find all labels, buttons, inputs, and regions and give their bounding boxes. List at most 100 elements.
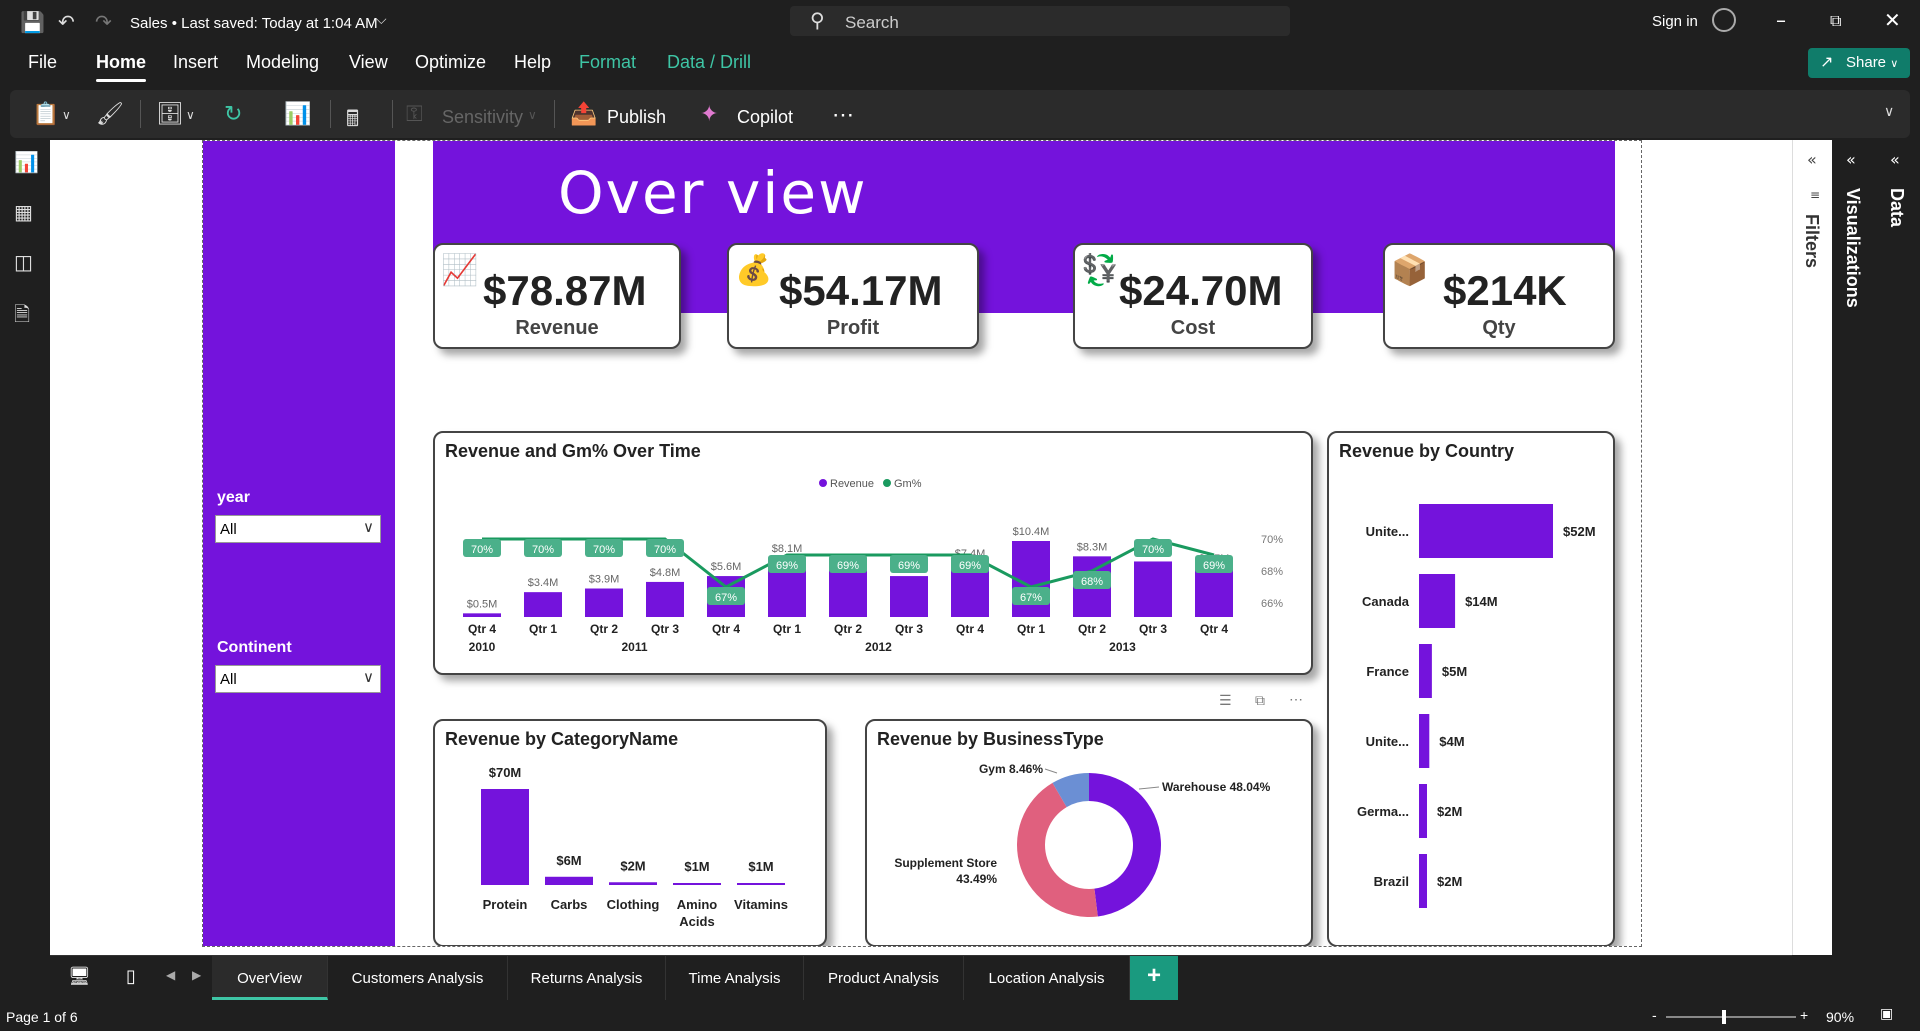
copilot-button[interactable]: Copilot bbox=[737, 107, 794, 127]
gm-data-label: 70% bbox=[1142, 544, 1164, 556]
zoom-out-button[interactable]: - bbox=[1652, 1007, 1657, 1023]
kpi-card-profit[interactable]: 💰 $54.17M Profit bbox=[727, 243, 979, 349]
mobile-layout-icon[interactable]: ▯ bbox=[126, 966, 136, 987]
redo-icon[interactable]: ↷ bbox=[95, 10, 112, 34]
gm-data-label: 69% bbox=[776, 560, 798, 572]
zoom-in-button[interactable]: + bbox=[1800, 1007, 1809, 1023]
format-painter-icon[interactable]: 🖌 bbox=[96, 102, 124, 127]
category-bar bbox=[609, 882, 657, 885]
x-tick-label: Amino bbox=[677, 897, 718, 912]
leader-line bbox=[1138, 786, 1160, 790]
filter-visual-icon[interactable]: ☰ bbox=[1219, 693, 1232, 709]
category-data-label: $2M bbox=[620, 858, 645, 873]
revenue-by-category-chart[interactable]: Revenue by CategoryName $70M Protein $6M Ca… bbox=[433, 719, 827, 946]
expand-filters-icon[interactable]: « bbox=[1807, 150, 1817, 169]
calculator-icon[interactable]: 🖩 bbox=[346, 107, 360, 132]
add-page-button[interactable]: + bbox=[1130, 956, 1178, 1000]
x-tick-label: Qtr 4 bbox=[956, 622, 984, 636]
revenue-gm-chart[interactable]: Revenue and Gm% Over Time Revenue Gm% $0.5… bbox=[433, 431, 1313, 675]
menu-optimize[interactable]: Optimize bbox=[415, 52, 487, 72]
file-title[interactable]: Sales • Last saved: Today at 1:04 AM bbox=[130, 15, 378, 32]
x-tick-label: Qtr 1 bbox=[529, 622, 557, 636]
search-box[interactable]: ⚲ Search bbox=[790, 6, 1290, 36]
close-icon[interactable]: ✕ bbox=[1884, 8, 1901, 32]
gm-data-label-bg bbox=[1012, 587, 1050, 605]
previous-page-icon[interactable]: ◀ bbox=[166, 968, 176, 982]
publish-button[interactable]: Publish bbox=[607, 107, 667, 127]
tab-time-analysis[interactable]: Time Analysis bbox=[666, 956, 804, 1000]
report-view-icon[interactable]: 📊 bbox=[14, 150, 39, 174]
kpi-value: $214K bbox=[1443, 267, 1567, 314]
collapse-ribbon-icon[interactable]: ∨ bbox=[1884, 104, 1895, 120]
more-options-button[interactable]: ⋯ bbox=[832, 102, 854, 127]
revenue-bar bbox=[524, 592, 562, 617]
avatar[interactable] bbox=[1712, 8, 1736, 32]
chevron-down-icon[interactable]: ∨ bbox=[186, 108, 195, 122]
menu-format[interactable]: Format bbox=[579, 52, 637, 72]
visualizations-pane[interactable]: « Visualizations bbox=[1832, 140, 1876, 955]
refresh-icon[interactable]: ↻ bbox=[224, 102, 243, 127]
menu-insert[interactable]: Insert bbox=[173, 52, 219, 72]
share-button[interactable]: ↗ Share ∨ bbox=[1808, 48, 1910, 78]
revenue-by-businesstype-chart[interactable]: Revenue by BusinessType Warehouse 48.04%… bbox=[865, 719, 1313, 946]
revenue-by-country-chart[interactable]: Revenue by Country Unite... $52M Canada $14… bbox=[1327, 431, 1615, 946]
expand-visualizations-icon[interactable]: « bbox=[1846, 150, 1856, 169]
table-view-icon[interactable]: ▦ bbox=[14, 200, 33, 224]
tab-returns-analysis[interactable]: Returns Analysis bbox=[508, 956, 666, 1000]
year-slicer[interactable]: All ∨ bbox=[215, 515, 381, 543]
category-bar bbox=[737, 883, 785, 885]
sign-in-link[interactable]: Sign in bbox=[1652, 13, 1698, 30]
tab-location-analysis[interactable]: Location Analysis bbox=[964, 956, 1130, 1000]
publish-icon[interactable]: 📤 bbox=[570, 102, 598, 127]
next-page-icon[interactable]: ▶ bbox=[192, 968, 202, 982]
chevron-down-icon: ∨ bbox=[363, 668, 374, 686]
menu-file[interactable]: File bbox=[28, 52, 58, 72]
fit-to-page-icon[interactable]: ▣ bbox=[1880, 1006, 1894, 1022]
x-tick-label: Protein bbox=[483, 897, 528, 912]
kpi-label: Cost bbox=[1170, 317, 1216, 339]
save-icon[interactable]: 💾 bbox=[20, 10, 45, 34]
chevron-down-icon[interactable]: ∨ bbox=[62, 108, 71, 122]
revenue-data-label: $8.1M bbox=[772, 543, 803, 555]
tab-product-analysis[interactable]: Product Analysis bbox=[804, 956, 964, 1000]
kpi-card-revenue[interactable]: 📈 $78.87M Revenue bbox=[433, 243, 681, 349]
copilot-icon[interactable]: ✦ bbox=[700, 102, 719, 127]
gm-data-label-bg bbox=[463, 539, 501, 557]
chart-title: Revenue by Country bbox=[1339, 441, 1515, 461]
kpi-card-cost[interactable]: 💱 $24.70M Cost bbox=[1073, 243, 1313, 349]
kpi-card-qty[interactable]: 📦 $214K Qty bbox=[1383, 243, 1615, 349]
visualizations-pane-label: Visualizations bbox=[1843, 188, 1863, 308]
undo-icon[interactable]: ↶ bbox=[58, 10, 75, 34]
chevron-down-icon[interactable]: ⌵ bbox=[376, 12, 387, 28]
tab-overview[interactable]: OverView bbox=[212, 956, 328, 1000]
zoom-slider-thumb[interactable] bbox=[1722, 1010, 1726, 1024]
kpi-value: $78.87M bbox=[483, 267, 647, 314]
focus-mode-icon[interactable]: ⧉ bbox=[1255, 693, 1265, 709]
more-options-icon[interactable]: ⋯ bbox=[1289, 691, 1303, 707]
continent-slicer[interactable]: All ∨ bbox=[215, 665, 381, 693]
menu-data-drill[interactable]: Data / Drill bbox=[667, 52, 752, 72]
paste-icon[interactable]: 📋 bbox=[32, 102, 60, 127]
get-data-icon[interactable]: 🗄 bbox=[156, 102, 184, 127]
menu-home[interactable]: Home bbox=[96, 52, 147, 82]
revenue-data-label: $8.3M bbox=[1077, 541, 1108, 553]
minimize-icon[interactable]: – bbox=[1776, 8, 1786, 32]
data-pane[interactable]: « Data bbox=[1876, 140, 1920, 955]
expand-data-icon[interactable]: « bbox=[1890, 150, 1900, 169]
dax-query-icon[interactable]: 🗎 bbox=[14, 302, 31, 326]
restore-icon[interactable]: ⧉ bbox=[1830, 11, 1842, 30]
menu-modeling[interactable]: Modeling bbox=[246, 52, 320, 72]
category-bar bbox=[673, 883, 721, 885]
gm-data-label-bg bbox=[951, 555, 989, 573]
desktop-layout-icon[interactable]: 🖥 bbox=[68, 966, 91, 987]
revenue-bar bbox=[1195, 568, 1233, 617]
kpi-value: $24.70M bbox=[1119, 267, 1283, 314]
legend-marker-revenue bbox=[819, 479, 827, 487]
zoom-slider[interactable] bbox=[1666, 1016, 1796, 1018]
menu-view[interactable]: View bbox=[349, 52, 388, 72]
filters-pane[interactable]: « ≡ Filters bbox=[1792, 140, 1832, 955]
new-visual-icon[interactable]: 📊 bbox=[284, 102, 312, 127]
menu-help[interactable]: Help bbox=[514, 52, 552, 72]
model-view-icon[interactable]: ◫ bbox=[14, 250, 33, 274]
tab-customers-analysis[interactable]: Customers Analysis bbox=[328, 956, 508, 1000]
